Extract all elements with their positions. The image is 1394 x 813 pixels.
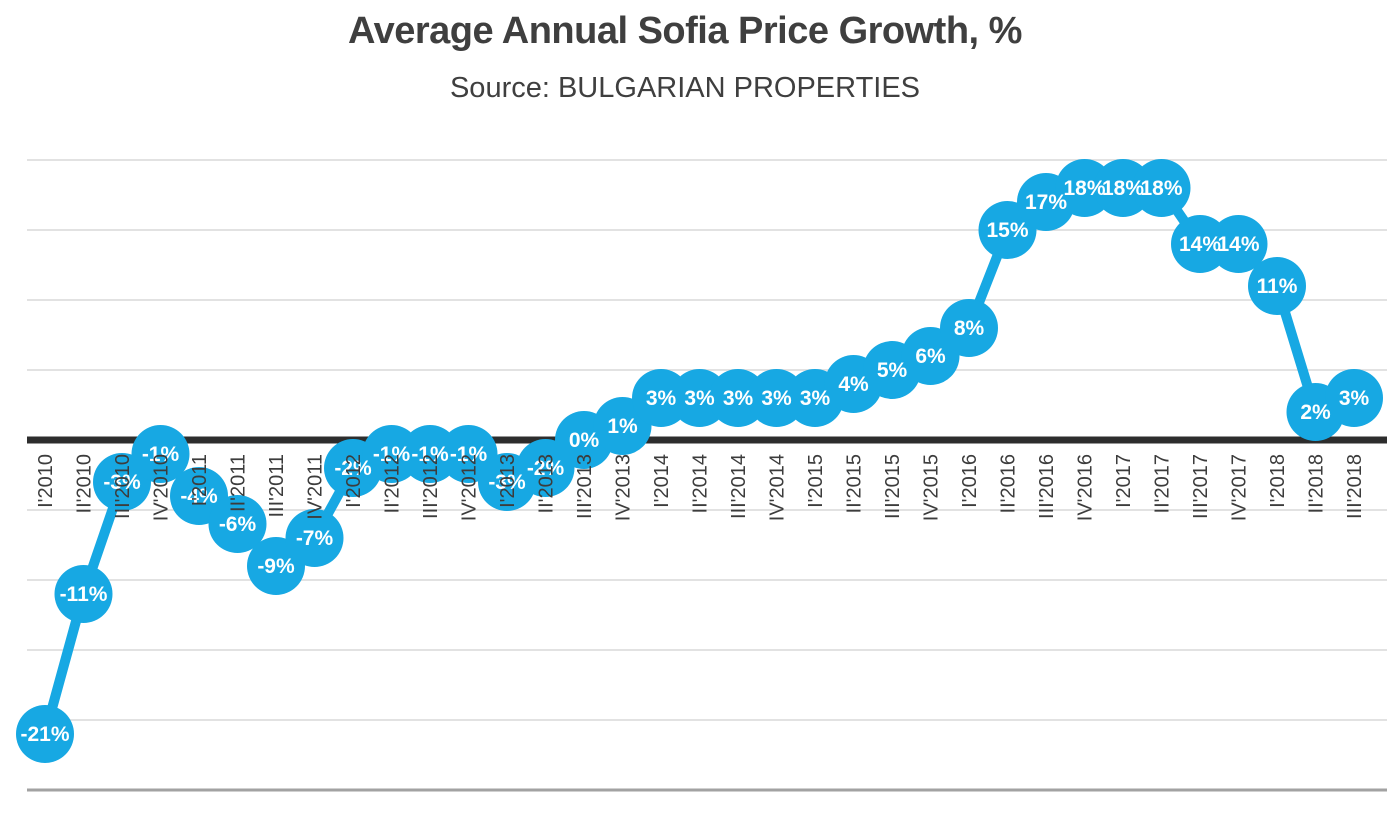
x-axis-tick-label: II'2017 xyxy=(1152,454,1174,513)
x-axis-tick-label: II'2018 xyxy=(1306,454,1328,513)
data-point-marker xyxy=(285,509,344,567)
data-point-label: 3% xyxy=(646,387,677,410)
x-axis-tick-label: I'2018 xyxy=(1267,454,1289,508)
data-point-label: 14% xyxy=(1179,233,1221,256)
data-point-label: -6% xyxy=(219,513,257,536)
x-axis-tick-label: I'2017 xyxy=(1113,454,1135,508)
data-point-label: -21% xyxy=(20,723,69,746)
data-point-label: 2% xyxy=(1300,401,1331,424)
x-axis-tick-label: I'2015 xyxy=(805,454,827,508)
x-axis-tick-label: IV'2010 xyxy=(151,454,173,521)
x-axis-tick-label: III'2013 xyxy=(574,454,596,519)
data-point-label: 18% xyxy=(1102,177,1144,200)
x-axis-tick-label: IV'2017 xyxy=(1229,454,1251,521)
x-axis-tick-label: IV'2014 xyxy=(767,454,789,521)
data-point-marker xyxy=(131,425,190,483)
data-point-marker xyxy=(1209,215,1268,273)
data-point-marker xyxy=(16,705,74,763)
x-axis-tick-label: II'2014 xyxy=(690,454,712,513)
x-axis-tick-label: III'2010 xyxy=(112,454,134,519)
data-point-label: 1% xyxy=(607,415,638,438)
x-axis-tick-label: II'2013 xyxy=(536,454,558,513)
data-point-label: 18% xyxy=(1063,177,1105,200)
data-point-label: 6% xyxy=(915,345,946,368)
x-axis-tick-label: II'2010 xyxy=(74,454,96,513)
data-point-marker xyxy=(208,495,267,553)
data-point-label: -11% xyxy=(60,583,108,606)
data-point-label: 0% xyxy=(569,429,600,452)
x-axis-tick-label: I'2016 xyxy=(959,454,981,508)
data-point-label: -1% xyxy=(142,443,180,466)
data-point-label: -3% xyxy=(103,471,141,494)
x-axis-tick-label: III'2012 xyxy=(420,454,442,519)
data-point-label: 3% xyxy=(761,387,792,410)
x-axis-tick-label: I'2012 xyxy=(343,454,365,508)
chart-title: Average Annual Sofia Price Growth, % xyxy=(348,10,1022,52)
data-point-marker xyxy=(54,565,113,623)
data-point-label: 8% xyxy=(954,317,985,340)
x-axis-tick-label: IV'2016 xyxy=(1075,454,1097,521)
data-point-marker xyxy=(1248,257,1306,315)
data-point-label: 17% xyxy=(1025,191,1067,214)
data-point-label: -4% xyxy=(180,485,218,508)
x-axis-tick-label: IV'2012 xyxy=(459,454,481,521)
data-point-label: 3% xyxy=(1339,387,1370,410)
x-axis-tick-label: III'2014 xyxy=(728,454,750,519)
data-point-marker xyxy=(940,299,998,357)
x-axis-tick-label: I'2014 xyxy=(651,454,673,508)
series-markers xyxy=(16,159,1383,763)
data-point-label: -1% xyxy=(450,443,488,466)
data-point-label: -1% xyxy=(373,443,411,466)
x-axis-tick-label: III'2017 xyxy=(1190,454,1212,519)
x-axis-tick-label: II'2016 xyxy=(998,454,1020,513)
x-axis-tick-label: III'2011 xyxy=(266,454,288,518)
x-axis-labels: I'2010 II'2010 III'2010 IV'2010 I'2011 II'201… xyxy=(35,454,1366,521)
data-point-marker xyxy=(1132,159,1191,217)
x-axis-tick-label: I'2011 xyxy=(189,454,211,506)
x-axis-tick-label: IV'2011 xyxy=(305,454,327,520)
x-axis-tick-label: II'2012 xyxy=(382,454,404,513)
x-axis-tick-label: I'2010 xyxy=(35,454,57,508)
data-point-label: -1% xyxy=(411,443,449,466)
data-point-label: -9% xyxy=(257,555,295,578)
data-point-marker xyxy=(1325,369,1383,427)
data-point-label: 4% xyxy=(838,373,869,396)
x-axis-tick-label: II'2015 xyxy=(844,454,866,513)
x-axis-tick-label: I'2013 xyxy=(497,454,519,508)
x-axis-tick-label: III'2018 xyxy=(1344,454,1366,519)
x-axis-tick-label: III'2016 xyxy=(1036,454,1058,519)
x-axis-tick-label: IV'2015 xyxy=(921,454,943,521)
data-point-label: -7% xyxy=(296,527,334,550)
data-point-label: 3% xyxy=(684,387,715,410)
data-point-label: -2% xyxy=(334,457,372,480)
data-point-label: 5% xyxy=(877,359,908,382)
x-axis-tick-label: II'2011 xyxy=(228,454,250,512)
chart-subtitle: Source: BULGARIAN PROPERTIES xyxy=(449,72,921,104)
x-axis-tick-label: III'2015 xyxy=(882,454,904,519)
data-point-label: 3% xyxy=(800,387,831,410)
data-point-label: -2% xyxy=(527,457,565,480)
data-point-label: 18% xyxy=(1140,177,1182,200)
data-point-label: -3% xyxy=(488,471,526,494)
data-point-label: 14% xyxy=(1217,233,1259,256)
x-axis-tick-label: IV'2013 xyxy=(613,454,635,521)
data-labels: -21%-11%-3%-1%-4%-6%-9%-7%-2%-1% -1% -1%-3… xyxy=(20,177,1369,746)
data-point-label: 3% xyxy=(723,387,754,410)
data-point-label: 11% xyxy=(1257,275,1298,298)
data-point-label: 15% xyxy=(986,219,1028,242)
